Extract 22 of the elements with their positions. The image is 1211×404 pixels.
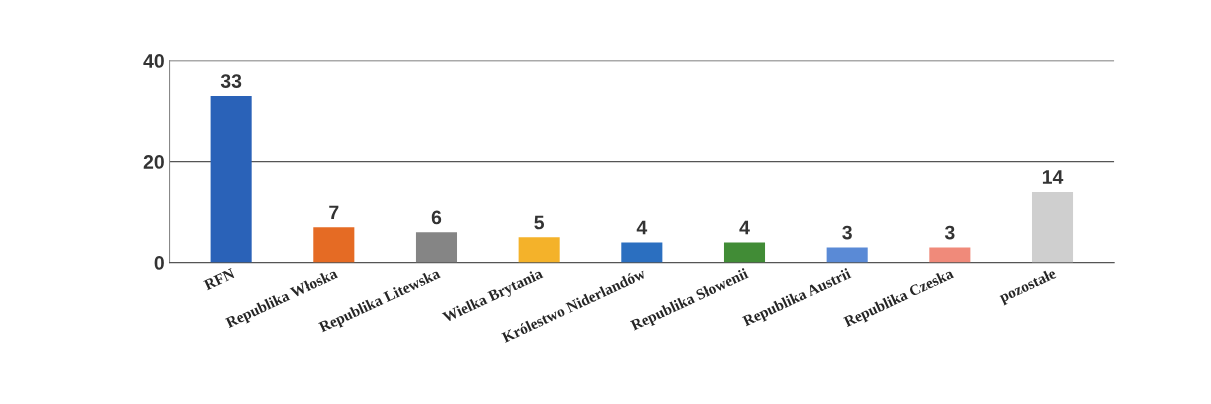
x-tick-label: RFN: [203, 268, 236, 291]
bar: [313, 227, 355, 263]
bar: [415, 232, 458, 263]
bar: [518, 237, 560, 263]
bar: [1031, 191, 1074, 263]
bar: [826, 247, 868, 263]
bar: [210, 95, 252, 263]
data-label: 6: [431, 210, 442, 225]
data-label: 33: [220, 74, 242, 88]
data-label: 14: [1042, 170, 1064, 184]
data-label: 3: [842, 225, 852, 240]
data-label: 4: [739, 220, 750, 235]
y-tick-label: 0: [154, 256, 164, 270]
y-tick-label: 40: [143, 54, 164, 68]
y-tick-label: 20: [143, 155, 164, 169]
data-label: 5: [534, 215, 545, 230]
data-label: 4: [636, 220, 648, 235]
data-label: 3: [944, 225, 955, 240]
bar: [723, 242, 766, 263]
bar: [929, 247, 971, 263]
data-label: 7: [329, 205, 339, 220]
bar: [621, 242, 663, 263]
